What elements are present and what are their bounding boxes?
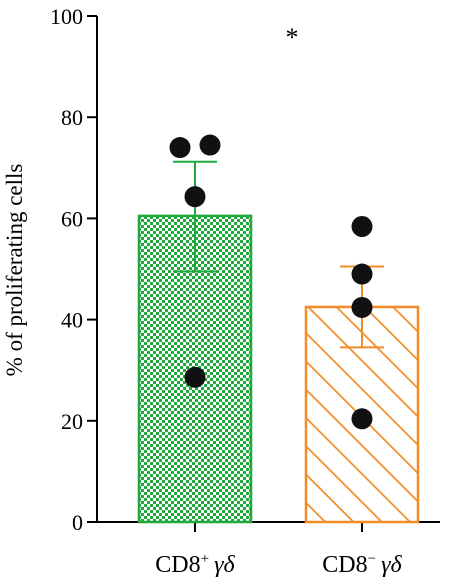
data-point-1-1 xyxy=(351,263,373,285)
category-label-1-main: CD8 xyxy=(322,552,367,578)
category-label-1-greek: γδ xyxy=(381,552,402,578)
data-point-0-2 xyxy=(184,186,206,208)
category-label-0: CD8+ γδ xyxy=(155,551,235,578)
category-label-1-sup: − xyxy=(368,551,376,567)
y-tick-label-2: 40 xyxy=(61,308,83,333)
data-point-1-3 xyxy=(351,408,373,430)
category-label-0-greek: γδ xyxy=(214,552,235,578)
axes: 0 20 40 60 80 100 xyxy=(50,4,440,535)
y-tick-label-5: 100 xyxy=(50,4,83,29)
y-tick-label-1: 20 xyxy=(61,409,83,434)
y-tick-label-4: 80 xyxy=(61,105,83,130)
y-axis-title: % of proliferating cells xyxy=(2,164,27,377)
category-label-1: CD8− γδ xyxy=(322,551,402,578)
data-point-0-3 xyxy=(184,366,206,388)
data-point-1-0 xyxy=(351,215,373,237)
category-label-0-main: CD8 xyxy=(155,552,200,578)
bars xyxy=(137,214,420,524)
significance-marker: * xyxy=(286,23,299,52)
data-points xyxy=(169,134,373,430)
y-tick-label-3: 60 xyxy=(61,206,83,231)
data-point-1-2 xyxy=(351,296,373,318)
data-point-0-0 xyxy=(169,137,191,159)
category-label-0-sup: + xyxy=(201,551,209,567)
data-point-0-1 xyxy=(199,134,221,156)
y-tick-label-0: 0 xyxy=(72,510,83,535)
